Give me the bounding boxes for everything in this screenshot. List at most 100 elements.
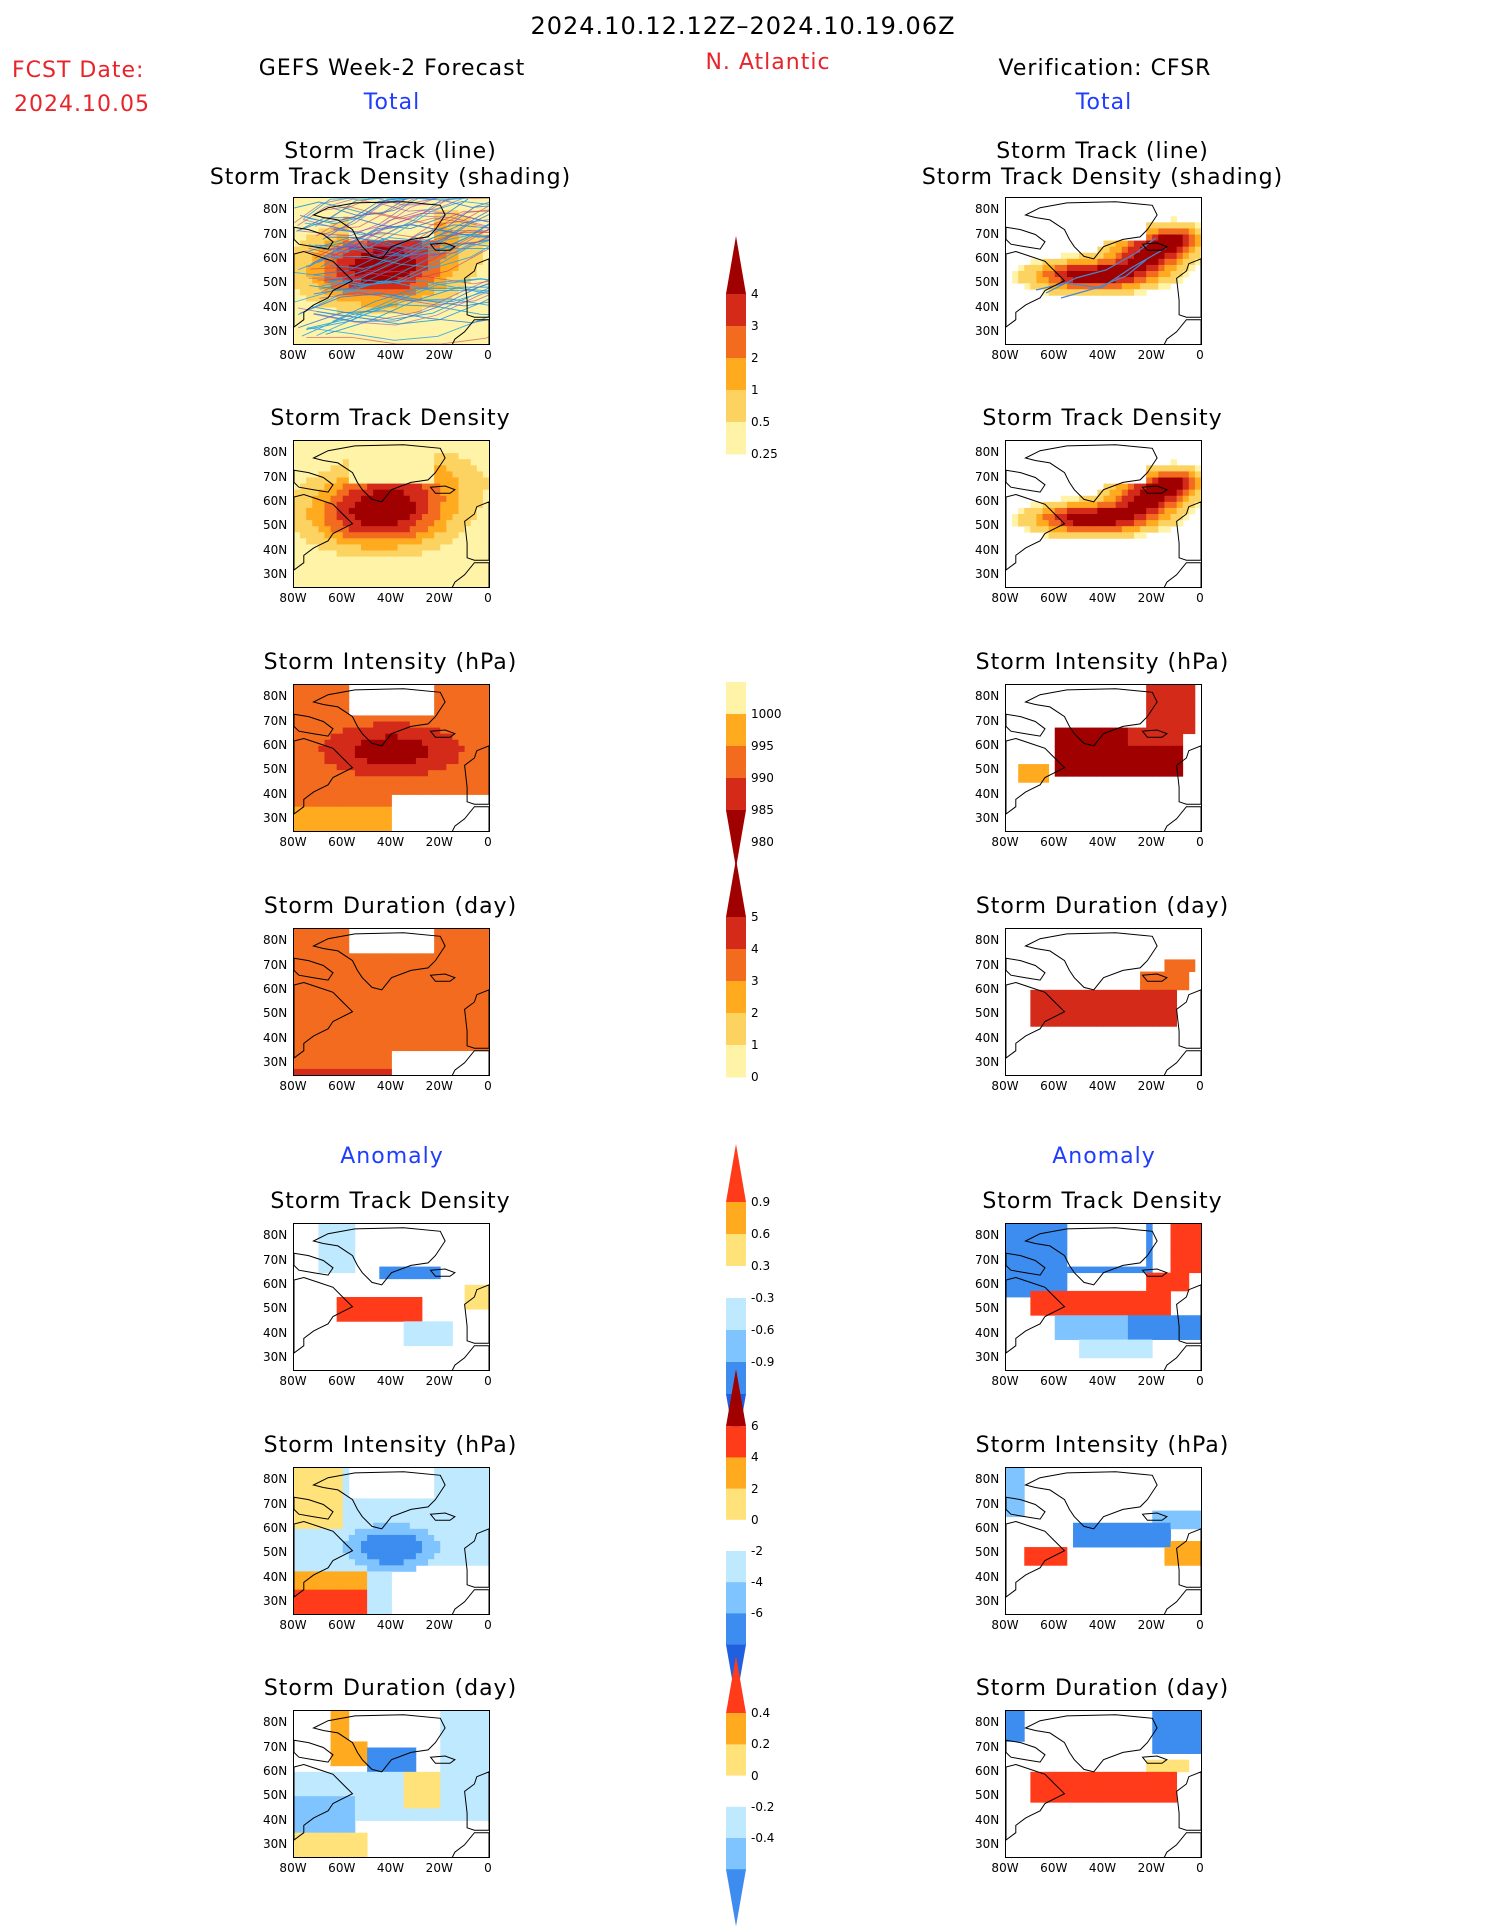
shade-cell	[367, 758, 373, 764]
shade-cell	[483, 441, 489, 447]
shade-cell	[1061, 514, 1067, 520]
shade-cell	[312, 1772, 318, 1778]
shade-cell	[477, 326, 483, 332]
shade-cell	[483, 1020, 489, 1026]
shade-cell	[355, 1590, 361, 1596]
shade-cell	[428, 1784, 434, 1790]
shade-cell	[324, 1845, 330, 1851]
shade-cell	[1134, 764, 1140, 770]
shade-cell	[1104, 259, 1110, 265]
shade-cell	[331, 966, 337, 972]
shade-cell	[306, 1584, 312, 1590]
shade-cell	[477, 514, 483, 520]
shade-cell	[446, 953, 452, 959]
shade-cell	[312, 447, 318, 453]
shade-cell	[361, 1315, 367, 1321]
shade-cell	[471, 1541, 477, 1547]
shade-cell	[318, 728, 324, 734]
shade-cell	[318, 770, 324, 776]
shade-cell	[1079, 1020, 1085, 1026]
shade-cell	[349, 740, 355, 746]
shade-cell	[1171, 478, 1177, 484]
shade-cell	[343, 1032, 349, 1038]
shade-cell	[1171, 703, 1177, 709]
shade-cell	[379, 953, 385, 959]
shade-cell	[373, 569, 379, 575]
shade-cell	[1146, 514, 1152, 520]
map-svg	[294, 1224, 489, 1370]
shade-cell	[312, 972, 318, 978]
shade-cell	[477, 1297, 483, 1303]
shade-cell	[1122, 990, 1128, 996]
shade-cell	[1055, 289, 1061, 295]
shade-cell	[1152, 746, 1158, 752]
shade-cell	[483, 1480, 489, 1486]
shade-cell	[337, 1723, 343, 1729]
shade-cell	[422, 496, 428, 502]
shade-cell	[410, 532, 416, 538]
shade-cell	[385, 1754, 391, 1760]
shade-cell	[416, 459, 422, 465]
shade-cell	[465, 484, 471, 490]
shade-cell	[300, 283, 306, 289]
shade-cell	[465, 728, 471, 734]
shade-cell	[422, 538, 428, 544]
shade-cell	[361, 490, 367, 496]
shade-cell	[446, 1480, 452, 1486]
shade-cell	[355, 502, 361, 508]
shade-cell	[294, 459, 300, 465]
shade-cell	[373, 1578, 379, 1584]
shade-cell	[446, 1741, 452, 1747]
shade-cell	[385, 1303, 391, 1309]
shade-cell	[422, 1523, 428, 1529]
lat-tick-label: 60N	[263, 1278, 287, 1290]
shade-cell	[446, 1553, 452, 1559]
shade-cell	[465, 465, 471, 471]
shade-cell	[343, 1057, 349, 1063]
shade-cell	[392, 752, 398, 758]
shade-cell	[459, 1541, 465, 1547]
shade-cell	[428, 1026, 434, 1032]
shade-cell	[1134, 502, 1140, 508]
shade-cell	[471, 544, 477, 550]
lon-tick-label: 40W	[1089, 349, 1116, 361]
shade-cell	[434, 1535, 440, 1541]
shade-cell	[331, 1602, 337, 1608]
shade-cell	[1171, 715, 1177, 721]
shade-cell	[306, 1808, 312, 1814]
shade-cell	[428, 520, 434, 526]
shade-cell	[465, 740, 471, 746]
shade-cell	[324, 441, 330, 447]
shade-cell	[416, 514, 422, 520]
shade-cell	[459, 253, 465, 259]
shade-cell	[1061, 532, 1067, 538]
shade-cell	[306, 283, 312, 289]
shade-cell	[422, 338, 428, 344]
shade-cell	[428, 1541, 434, 1547]
shade-cell	[477, 978, 483, 984]
shade-cell	[361, 1778, 367, 1784]
shade-cell	[379, 1529, 385, 1535]
shade-cell	[312, 1026, 318, 1032]
shade-cell	[331, 301, 337, 307]
lon-tick-label: 60W	[328, 836, 355, 848]
shade-cell	[1189, 703, 1195, 709]
shade-cell	[1067, 752, 1073, 758]
shade-cell	[324, 1839, 330, 1845]
shade-cell	[452, 966, 458, 972]
shade-cell	[1140, 271, 1146, 277]
shade-cell	[294, 277, 300, 283]
shade-cell	[1128, 1020, 1134, 1026]
shade-cell	[349, 1541, 355, 1547]
shade-cell	[294, 1486, 300, 1492]
shade-cell	[343, 484, 349, 490]
shade-cell	[1146, 283, 1152, 289]
shade-cell	[1164, 265, 1170, 271]
shade-cell	[1177, 222, 1183, 228]
shade-cell	[367, 1578, 373, 1584]
shade-cell	[1061, 734, 1067, 740]
shade-cell	[416, 1517, 422, 1523]
shade-cell	[1164, 715, 1170, 721]
lat-tick-label: 40N	[975, 544, 999, 556]
shade-cell	[385, 1057, 391, 1063]
